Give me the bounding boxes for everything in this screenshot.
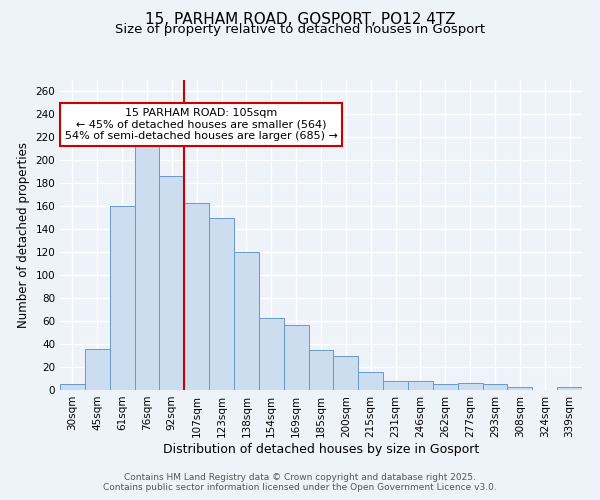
Bar: [458, 383, 482, 390]
Bar: [482, 384, 508, 390]
X-axis label: Distribution of detached houses by size in Gosport: Distribution of detached houses by size …: [163, 442, 479, 456]
Text: 15, PARHAM ROAD, GOSPORT, PO12 4TZ: 15, PARHAM ROAD, GOSPORT, PO12 4TZ: [145, 12, 455, 28]
Bar: [358, 372, 383, 390]
Bar: [209, 218, 234, 390]
Text: Contains HM Land Registry data © Crown copyright and database right 2025.
Contai: Contains HM Land Registry data © Crown c…: [103, 473, 497, 492]
Bar: [408, 381, 433, 390]
Bar: [134, 140, 160, 390]
Bar: [60, 384, 85, 390]
Bar: [234, 252, 259, 390]
Bar: [334, 356, 358, 390]
Bar: [508, 386, 532, 390]
Y-axis label: Number of detached properties: Number of detached properties: [17, 142, 30, 328]
Bar: [259, 318, 284, 390]
Text: 15 PARHAM ROAD: 105sqm
← 45% of detached houses are smaller (564)
54% of semi-de: 15 PARHAM ROAD: 105sqm ← 45% of detached…: [65, 108, 337, 141]
Bar: [85, 348, 110, 390]
Bar: [433, 384, 458, 390]
Bar: [160, 176, 184, 390]
Bar: [184, 203, 209, 390]
Bar: [383, 381, 408, 390]
Bar: [110, 206, 134, 390]
Bar: [284, 324, 308, 390]
Bar: [308, 350, 334, 390]
Text: Size of property relative to detached houses in Gosport: Size of property relative to detached ho…: [115, 22, 485, 36]
Bar: [557, 386, 582, 390]
